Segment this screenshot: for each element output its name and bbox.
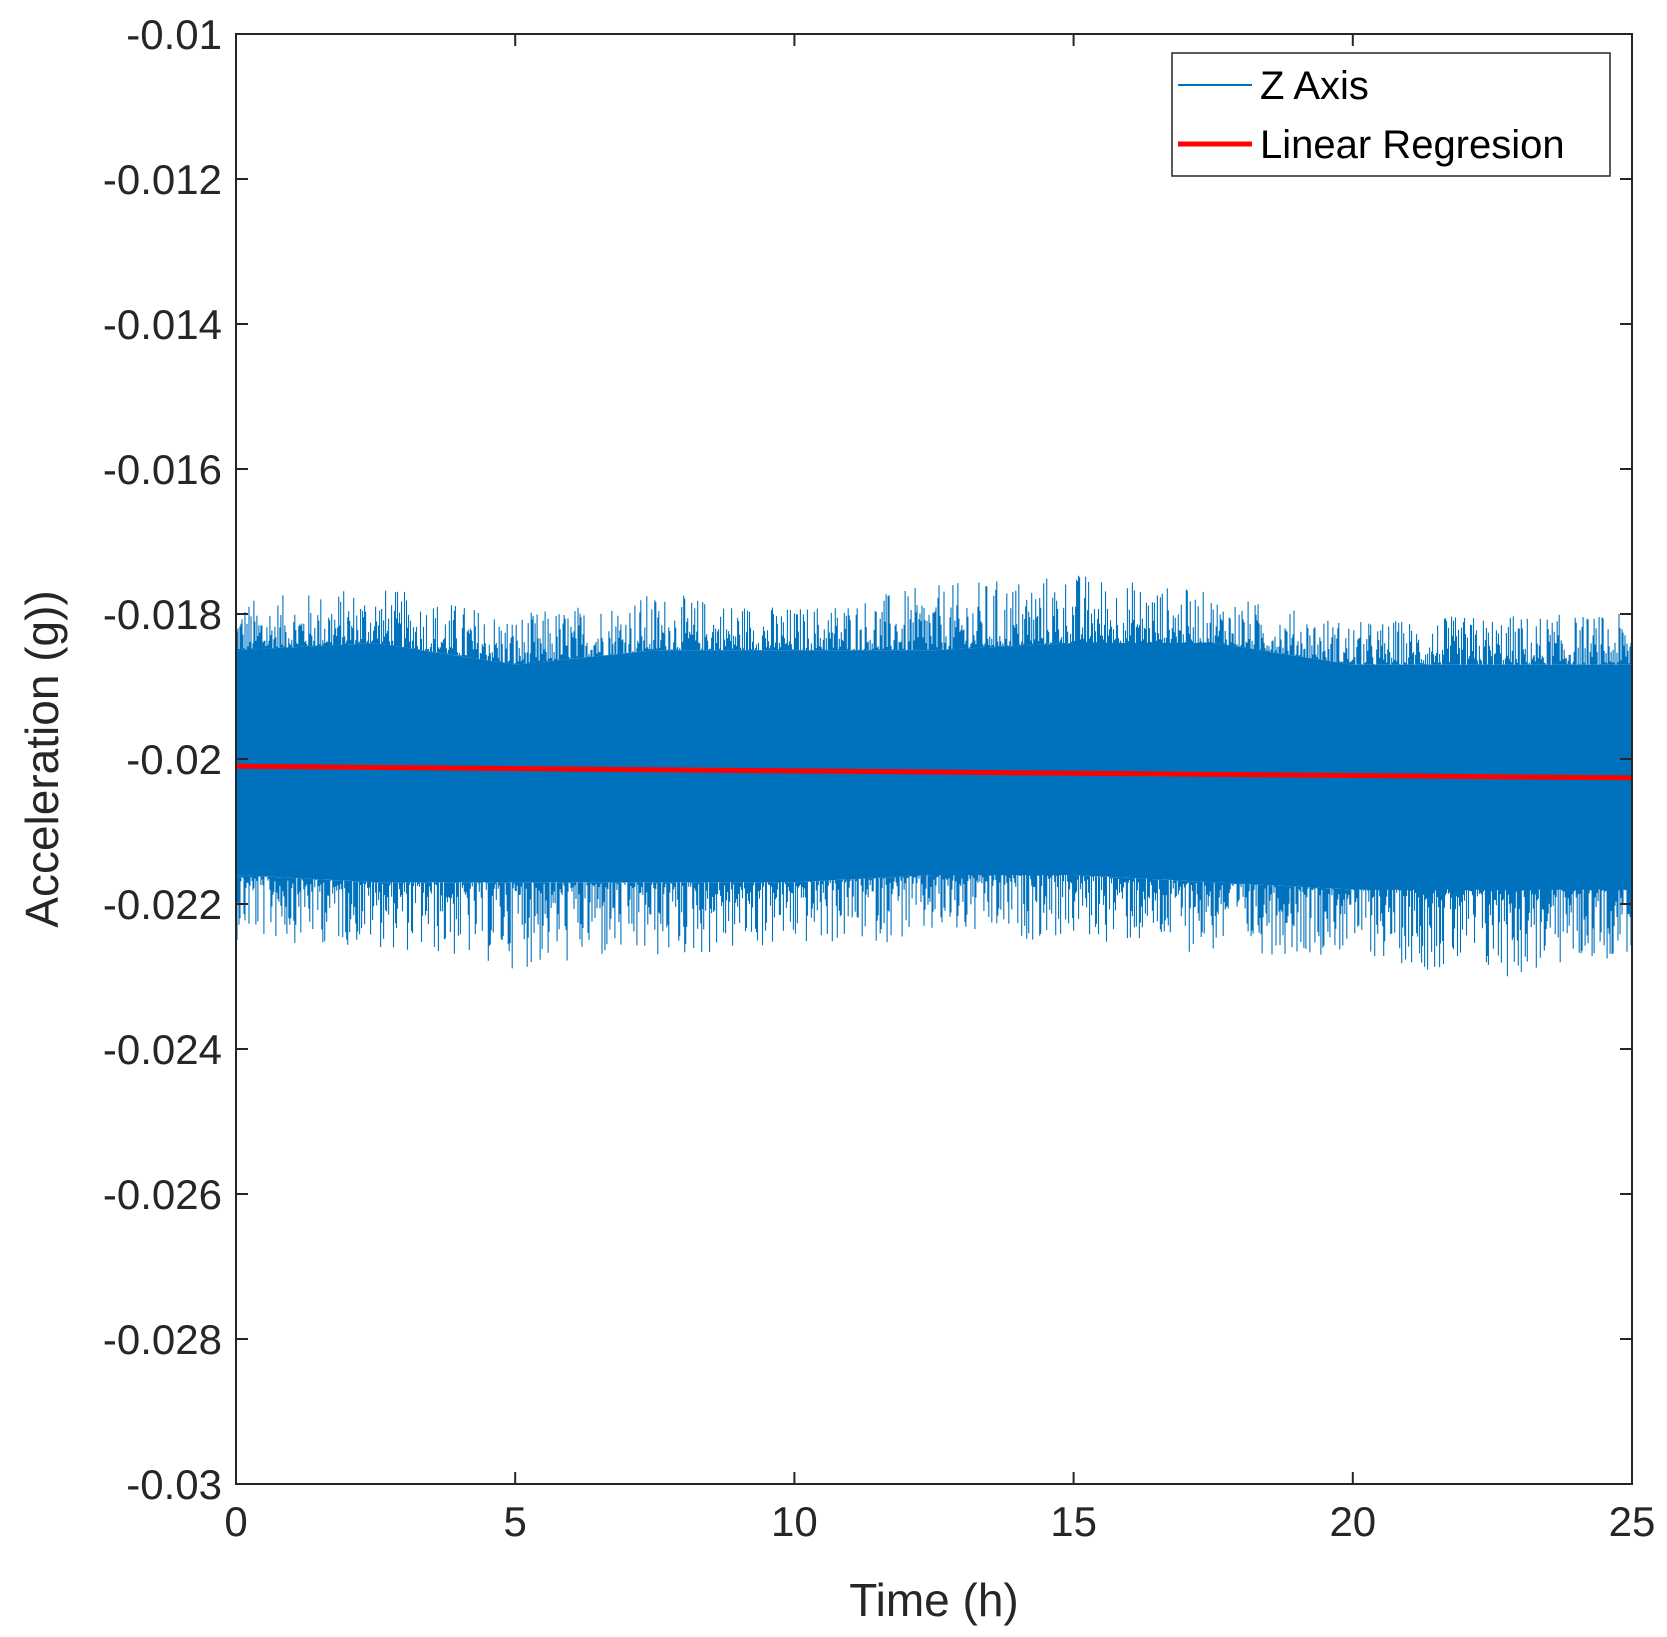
x-tick-label: 20	[1329, 1498, 1376, 1545]
y-tick-label: -0.016	[103, 446, 222, 493]
x-tick-label: 0	[224, 1498, 247, 1545]
ticks-layer: 0 5 10 15 20 25 -0.01 -0.012 -0.014 -0.016 -0.018 -…	[103, 11, 1655, 1545]
y-tick-label: -0.012	[103, 156, 222, 203]
y-axis-title: Acceleration (g))	[16, 590, 68, 927]
series-z-axis-band	[236, 643, 1632, 890]
y-tick-label: -0.014	[103, 301, 222, 348]
y-tick-label: -0.018	[103, 591, 222, 638]
y-tick-label: -0.028	[103, 1316, 222, 1363]
series-z-axis-lower-noise	[235, 875, 1633, 977]
x-tick-label: 5	[504, 1498, 527, 1545]
legend-box	[1171, 52, 1611, 177]
x-axis-title: Time (h)	[849, 1574, 1019, 1626]
x-tick-label: 10	[771, 1498, 818, 1545]
legend: Z Axis Linear Regresion	[1171, 52, 1611, 177]
y-tick-label: -0.026	[103, 1171, 222, 1218]
y-tick-label: -0.01	[126, 11, 222, 58]
plot-data-layer	[235, 575, 1633, 977]
y-tick-label: -0.022	[103, 881, 222, 928]
y-tick-label: -0.02	[126, 736, 222, 783]
legend-label-z-axis: Z Axis	[1260, 64, 1369, 108]
series-linear-regresion-line	[235, 763, 1633, 781]
y-tick-label: -0.024	[103, 1026, 222, 1073]
y-tick-label: -0.03	[126, 1461, 222, 1508]
x-tick-label: 15	[1050, 1498, 1097, 1545]
x-tick-label: 25	[1609, 1498, 1656, 1545]
legend-label-linear-regresion: Linear Regresion	[1260, 123, 1565, 167]
